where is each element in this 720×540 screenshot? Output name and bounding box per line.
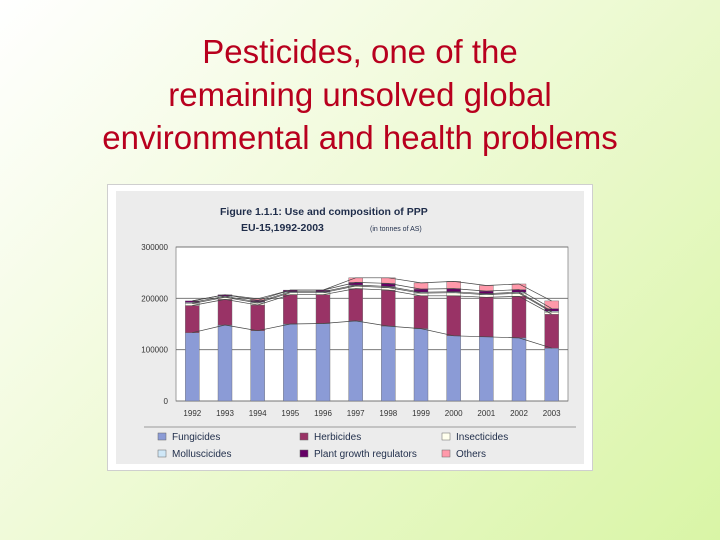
x-tick-label: 1992 bbox=[183, 409, 201, 418]
y-tick-label: 200000 bbox=[141, 294, 168, 303]
x-tick-label: 2002 bbox=[510, 409, 528, 418]
figure-panel: Figure 1.1.1: Use and composition of PPP… bbox=[116, 191, 584, 464]
bar-fungicides-1996 bbox=[315, 323, 331, 402]
bar-herbicides-1997 bbox=[348, 288, 363, 322]
x-tick-label: 2000 bbox=[445, 409, 463, 418]
bar-herbicides-2002 bbox=[511, 296, 527, 339]
figure-title: Figure 1.1.1: Use and composition of PPP bbox=[220, 206, 428, 218]
legend-label-fungicides: Fungicides bbox=[172, 432, 220, 443]
slide-title-line-1: Pesticides, one of the bbox=[202, 33, 518, 70]
x-tick-label: 1993 bbox=[216, 409, 234, 418]
bar-others-2001 bbox=[479, 285, 494, 292]
bar-herbicides-1994 bbox=[250, 304, 265, 331]
legend-label-herbicides: Herbicides bbox=[314, 432, 361, 443]
bar-fungicides-1995 bbox=[283, 323, 298, 402]
legend-swatch-plant-growth-regulators bbox=[299, 449, 309, 458]
bar-herbicides-2000 bbox=[446, 295, 461, 337]
legend-swatch-insecticides bbox=[441, 432, 451, 441]
bar-insecticides-1999 bbox=[413, 292, 429, 296]
connector-line-others bbox=[192, 277, 552, 302]
bar-fungicides-1999 bbox=[413, 328, 429, 402]
legend-swatch-fungicides bbox=[157, 432, 167, 441]
bar-fungicides-2002 bbox=[511, 337, 527, 402]
figure-unit-note: (in tonnes of AS) bbox=[370, 226, 422, 233]
bar-fungicides-1993 bbox=[217, 324, 233, 402]
x-tick-label: 2001 bbox=[477, 409, 495, 418]
connector-line-fungicides bbox=[192, 320, 552, 349]
bar-fungicides-1998 bbox=[381, 325, 396, 402]
x-tick-label: 1996 bbox=[314, 409, 332, 418]
x-tick-label: 2003 bbox=[543, 409, 561, 418]
bar-others-2003 bbox=[544, 300, 559, 309]
bar-herbicides-1992 bbox=[185, 305, 200, 333]
x-tick-label: 1994 bbox=[249, 409, 267, 418]
bar-fungicides-2000 bbox=[446, 335, 461, 402]
y-tick-label: 300000 bbox=[141, 243, 168, 252]
y-tick-label: 100000 bbox=[141, 346, 168, 355]
slide-title: Pesticides, one of the remaining unsolve… bbox=[0, 30, 720, 159]
connector-line-herbicides bbox=[192, 288, 552, 315]
bar-fungicides-1994 bbox=[250, 330, 265, 402]
x-tick-label: 1999 bbox=[412, 409, 430, 418]
bar-herbicides-1999 bbox=[413, 295, 429, 329]
legend-label-others: Others bbox=[456, 449, 486, 460]
slide-title-line-3: environmental and health problems bbox=[102, 119, 618, 156]
slide-title-line-2: remaining unsolved global bbox=[168, 76, 552, 113]
bar-fungicides-2003 bbox=[544, 347, 559, 402]
bar-others-1997 bbox=[348, 277, 363, 283]
connector-line-insecticides bbox=[192, 285, 552, 313]
legend-label-plant-growth-regulators: Plant growth regulators bbox=[314, 449, 417, 460]
legend-swatch-others bbox=[441, 449, 451, 458]
y-tick-label: 0 bbox=[164, 397, 169, 406]
bar-herbicides-2001 bbox=[479, 297, 494, 338]
bar-herbicides-1998 bbox=[381, 289, 396, 327]
legend-label-insecticides: Insecticides bbox=[456, 432, 508, 443]
legend-swatch-molluscicides bbox=[157, 449, 167, 458]
bar-fungicides-1997 bbox=[348, 320, 363, 402]
figure-frame: Figure 1.1.1: Use and composition of PPP… bbox=[107, 184, 593, 471]
legend-label-molluscicides: Molluscicides bbox=[172, 449, 231, 460]
x-tick-label: 1997 bbox=[347, 409, 365, 418]
bar-herbicides-1995 bbox=[283, 294, 298, 325]
bar-herbicides-1993 bbox=[217, 299, 233, 326]
connector-line-plant-growth-regulators bbox=[192, 282, 552, 309]
bar-herbicides-1996 bbox=[315, 294, 331, 324]
bar-fungicides-2001 bbox=[479, 336, 494, 402]
bar-herbicides-2003 bbox=[544, 314, 559, 349]
legend-swatch-herbicides bbox=[299, 432, 309, 441]
x-tick-label: 1995 bbox=[281, 409, 299, 418]
bar-plant-growth-regulators-1999 bbox=[413, 288, 429, 293]
x-tick-label: 1998 bbox=[379, 409, 397, 418]
figure-subtitle: EU-15,1992-2003 bbox=[241, 222, 324, 234]
stacked-bar-chart: Figure 1.1.1: Use and composition of PPP… bbox=[141, 206, 576, 460]
bar-others-2000 bbox=[446, 281, 461, 289]
connector-line-molluscicides bbox=[192, 284, 552, 312]
bar-fungicides-1992 bbox=[185, 332, 200, 402]
plot-area bbox=[175, 246, 569, 402]
